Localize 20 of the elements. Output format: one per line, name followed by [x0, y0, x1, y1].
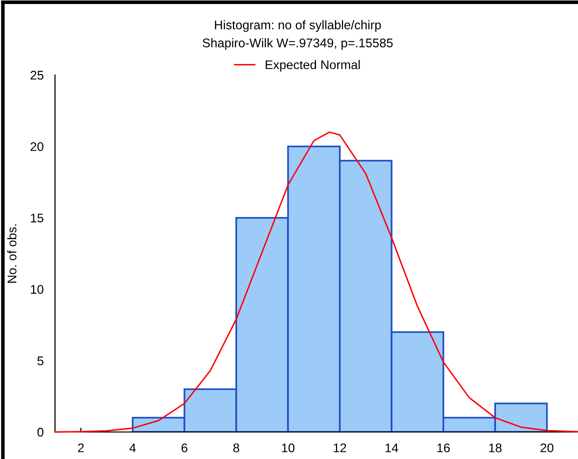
chart-subtitle: Shapiro-Wilk W=.97349, p=.15585: [202, 38, 393, 50]
x-tick-label: 10: [282, 443, 294, 452]
x-tick-label: 16: [437, 443, 450, 452]
x-tick-label: 8: [233, 443, 240, 452]
y-axis-title: No. of obs.: [7, 224, 16, 283]
x-tick-label: 20: [540, 443, 554, 452]
x-tick-label: 14: [386, 444, 398, 452]
x-tick-label: 18: [489, 443, 502, 452]
y-tick-label: 15: [30, 214, 44, 222]
x-tick-label: 2: [78, 443, 84, 452]
chart-title: Histogram: no of syllable/chirp: [214, 20, 381, 32]
y-tick-label: 25: [30, 70, 44, 80]
y-tick-label: 5: [37, 356, 44, 366]
x-tick-label: 4: [129, 444, 136, 452]
x-tick-label: 12: [334, 443, 346, 452]
y-tick-label: 10: [30, 285, 44, 294]
y-tick-label: 20: [30, 142, 44, 152]
x-tick-label: 6: [182, 443, 188, 452]
legend-label: Expected Normal: [266, 60, 360, 72]
y-tick-label: 0: [37, 428, 44, 437]
